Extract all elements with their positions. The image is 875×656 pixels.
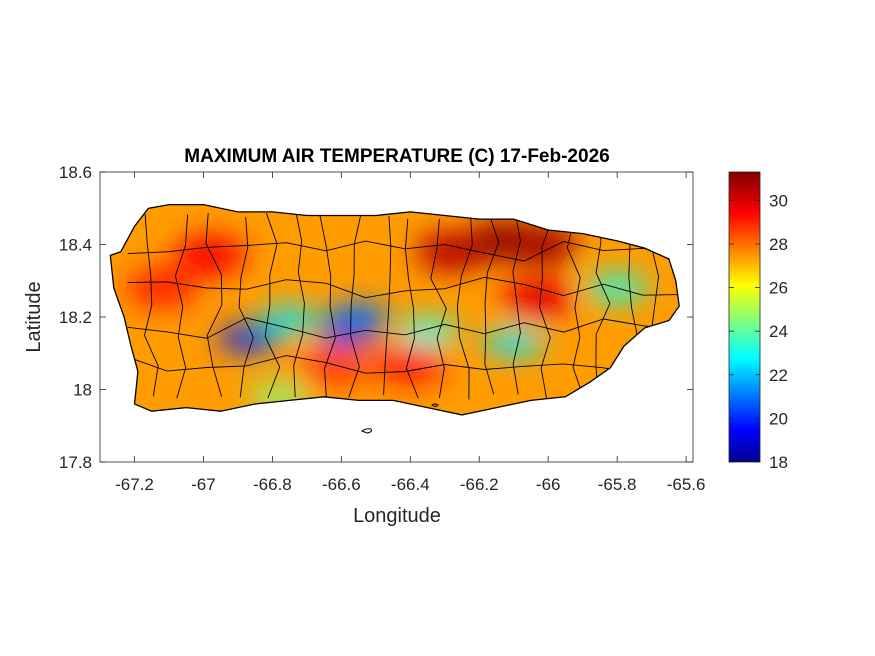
colorbar-tick-label: 24 <box>769 322 788 341</box>
field-feature-5 <box>126 268 199 308</box>
municipality-boundary <box>348 213 362 398</box>
field-feature-10 <box>218 325 279 352</box>
colorbar-tick-label: 22 <box>769 366 788 385</box>
colorbar-ticks: 18 20 22 24 26 28 30 <box>729 191 788 472</box>
municipality-boundary <box>319 214 336 400</box>
field-feature-3 <box>501 278 574 319</box>
temperature-field <box>110 204 680 415</box>
field-feature-9 <box>328 304 389 330</box>
y-tick-label: 18.6 <box>59 163 92 182</box>
x-tick-label: -66.6 <box>322 475 361 494</box>
colorbar-tick-label: 26 <box>769 279 788 298</box>
municipality-boundary <box>264 213 281 399</box>
municipality-boundary <box>127 317 680 339</box>
x-tick-label: -67 <box>191 475 216 494</box>
field-feature-2 <box>415 231 488 272</box>
island-outline <box>109 203 680 416</box>
offshore-cay <box>360 428 372 434</box>
x-tick-label: -66 <box>536 475 561 494</box>
municipality-boundary <box>293 209 305 398</box>
field-feature-7 <box>298 347 371 388</box>
y-tick-label: 18.4 <box>59 236 92 255</box>
x-tick-label: -65.6 <box>667 475 706 494</box>
municipality-boundary <box>174 214 189 399</box>
x-axis-label: Longitude <box>353 505 441 527</box>
municipality-boundary <box>430 218 447 398</box>
x-tick-label: -66.8 <box>253 475 292 494</box>
chart-title: MAXIMUM AIR TEMPERATURE (C) 17-Feb-2026 <box>184 146 609 167</box>
field-feature-11 <box>259 307 320 334</box>
field-feature-6 <box>374 344 447 385</box>
y-tick-label: 18 <box>73 381 92 400</box>
municipality-boundary <box>238 217 254 398</box>
field-feature-12 <box>397 318 458 345</box>
municipality-boundary <box>512 210 521 395</box>
x-tick-label: -67.2 <box>115 475 154 494</box>
y-axis-label: Latitude <box>23 281 45 352</box>
municipality-boundary <box>539 216 554 399</box>
colorbar-tick-label: 20 <box>769 409 788 428</box>
municipality-boundary <box>127 276 680 299</box>
y-tick-label: 18.2 <box>59 308 92 327</box>
colorbar-tick-label: 28 <box>769 235 788 254</box>
field-feature-13 <box>483 329 544 356</box>
y-tick-label: 17.8 <box>59 453 92 472</box>
colorbar-tick-label: 18 <box>769 453 788 472</box>
field-feature-4 <box>174 235 247 276</box>
municipality-boundary <box>127 240 680 262</box>
x-tick-label: -66.4 <box>391 475 430 494</box>
municipality-boundary <box>456 213 473 400</box>
municipality-boundary <box>127 355 680 375</box>
colorbar-tick-label: 30 <box>769 191 788 210</box>
y-axis-ticks: 17.8 18 18.2 18.4 18.6 <box>59 163 693 472</box>
municipality-boundary <box>144 213 159 397</box>
field-feature-1 <box>505 224 578 265</box>
municipality-boundary <box>595 211 611 396</box>
x-tick-label: -65.8 <box>598 475 637 494</box>
x-axis-ticks: -67.2 -67 -66.8 -66.6 -66.4 -66.2 -66 -65.8 -65.… <box>115 172 705 494</box>
x-tick-label: -66.2 <box>460 475 499 494</box>
offshore-cay <box>431 403 439 407</box>
municipality-boundaries <box>127 209 680 401</box>
municipality-boundary <box>484 211 500 395</box>
municipality-boundary <box>205 212 223 397</box>
colorbar <box>728 171 761 463</box>
municipality-boundary <box>566 217 584 398</box>
